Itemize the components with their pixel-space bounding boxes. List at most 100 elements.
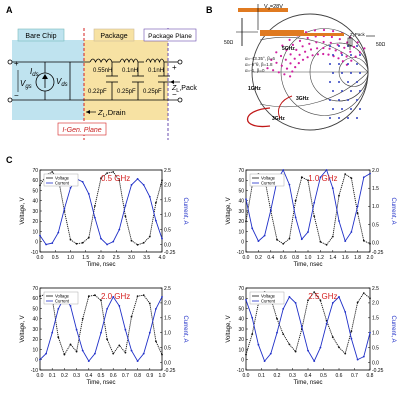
voltage-point — [69, 238, 72, 241]
voltage-point — [94, 205, 96, 207]
voltage-point — [356, 301, 359, 304]
supply-tline — [238, 8, 288, 12]
y2-tick-label: 1.0 — [164, 213, 171, 219]
impedance-dot — [330, 35, 333, 39]
y-tick-label: 30 — [238, 209, 244, 215]
impedance-dot — [289, 62, 292, 65]
y-tick-label: -10 — [237, 250, 244, 256]
voltage-point — [148, 302, 151, 305]
current-point — [57, 308, 60, 310]
current-point — [350, 231, 353, 233]
current-point — [257, 240, 260, 242]
impedance-dot — [338, 81, 340, 83]
voltage-point — [51, 171, 54, 173]
package-region — [84, 40, 168, 120]
voltage-point — [313, 291, 316, 293]
current-point — [106, 243, 108, 246]
impedance-dot — [356, 41, 359, 44]
voltage-point — [350, 177, 353, 180]
voltage-point — [75, 242, 78, 245]
legend-voltage: Voltage — [55, 176, 70, 181]
impedance-dot — [279, 54, 283, 58]
svg-text:Vd=28V: Vd=28V — [264, 4, 283, 11]
x-tick-label: 3.0 — [128, 255, 135, 261]
voltage-point — [245, 220, 247, 223]
impedance-dot — [322, 52, 325, 56]
current-point — [356, 358, 359, 361]
y-tick-label: -10 — [31, 368, 38, 374]
current-point — [130, 349, 133, 352]
y-tick-label: 50 — [32, 306, 38, 312]
impedance-dot — [350, 108, 352, 110]
y2-tick-label: 2.0 — [164, 301, 171, 307]
voltage-point — [325, 243, 328, 246]
x-tick-label: 0.7 — [351, 373, 358, 379]
voltage-point — [39, 295, 41, 298]
y2-tick-label: 1.0 — [372, 204, 379, 210]
current-point — [263, 234, 266, 237]
voltage-point — [63, 353, 66, 356]
current-point — [300, 238, 303, 241]
voltage-point — [319, 240, 322, 243]
y-tick-label: 40 — [238, 199, 244, 205]
y2-tick-label: 0.5 — [164, 227, 171, 233]
impedance-dot — [358, 51, 362, 54]
zl-label: Z — [350, 32, 353, 37]
impedance-dot — [352, 45, 356, 49]
current-point — [263, 360, 266, 362]
plot-frequency-title: 2.5 GHz — [308, 292, 337, 301]
y-tick-label: 10 — [238, 347, 244, 353]
current-point — [75, 328, 78, 331]
y2-tick-label: 0.5 — [372, 345, 379, 351]
smith-grid — [251, 13, 369, 131]
y-tick-label: 20 — [238, 337, 244, 343]
y-tick-label: 70 — [32, 286, 38, 292]
impedance-dot — [359, 54, 361, 56]
y2-tick-label: 1.0 — [372, 331, 379, 337]
x-tick-label: 0.6 — [280, 255, 287, 261]
current-point — [100, 237, 102, 240]
current-point — [331, 302, 334, 304]
legend-current: Current — [261, 181, 276, 186]
voltage-point — [344, 352, 347, 355]
current-point — [282, 308, 285, 310]
x-tick-label: 0.5 — [98, 373, 105, 379]
impedance-dot — [304, 31, 308, 34]
freq-label-3ghz-a: 3GHz — [296, 96, 309, 102]
y-tick-label: 40 — [238, 317, 244, 323]
impedance-dot — [283, 73, 286, 76]
freq-label-3ghz-b: 3GHz — [272, 116, 285, 122]
x-tick-label: 1.4 — [329, 255, 336, 261]
impedance-dot — [329, 99, 331, 101]
current-point — [148, 331, 151, 334]
y-tick-label: 60 — [238, 296, 244, 302]
current-point — [338, 296, 340, 298]
current-point — [112, 240, 115, 243]
impedance-dot — [315, 41, 318, 44]
current-point — [51, 331, 54, 334]
y-tick-label: 50 — [238, 306, 244, 312]
x-tick-label: 0.4 — [305, 373, 312, 379]
x-tick-label: 1.0 — [67, 255, 74, 261]
voltage-series — [39, 293, 163, 356]
y2-tick-label: -0.25 — [372, 368, 384, 374]
legend-current: Current — [261, 299, 276, 304]
plot-frequency-title: 0.5 GHz — [101, 174, 130, 183]
plot-frequency-title: 1.0 GHz — [308, 174, 337, 183]
impedance-dot — [338, 99, 340, 101]
voltage-point — [100, 177, 102, 180]
voltage-point — [356, 212, 359, 214]
impedance-dot — [356, 117, 358, 119]
impedance-dot — [270, 58, 273, 62]
y-tick-label: 20 — [238, 219, 244, 225]
y-axis-label: Voltage, V — [226, 315, 232, 342]
panel-a-letter: A — [6, 5, 13, 15]
legend-current: Current — [55, 299, 70, 304]
voltage-point — [276, 317, 278, 320]
svg-text:ZL,Drain: ZL,Drain — [97, 108, 126, 119]
y-tick-label: 50 — [32, 188, 38, 194]
voltage-point — [344, 173, 347, 175]
impedance-dot — [311, 54, 314, 57]
impedance-dot — [332, 72, 334, 74]
x-tick-label: 0.6 — [110, 373, 117, 379]
